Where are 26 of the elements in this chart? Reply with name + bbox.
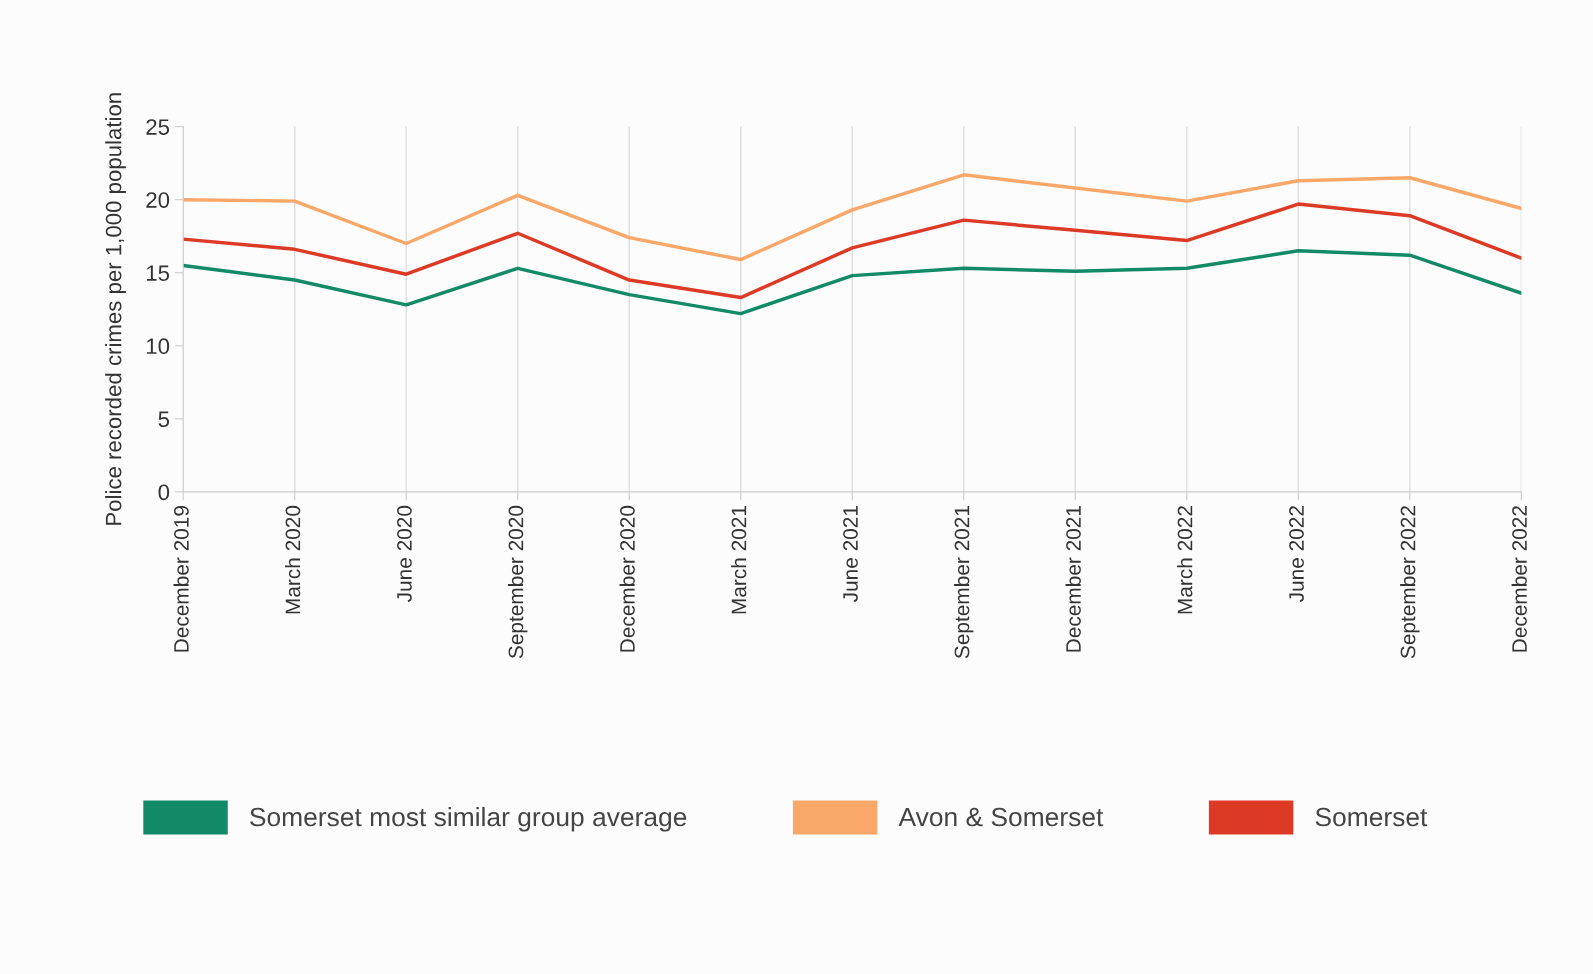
x-tick-label: June 2022 [1289, 506, 1304, 603]
y-tick-label: 0 [158, 484, 170, 501]
legend-label: Somerset most similar group average [250, 806, 687, 832]
x-tick-label: December 2020 [619, 505, 635, 652]
y-tick-label: 15 [146, 265, 170, 281]
x-tick-label: March 2020 [284, 505, 301, 614]
y-axis-title: Police recorded crimes per 1,000 population [105, 93, 126, 525]
y-tick-label: 20 [146, 192, 170, 208]
y-tick-label: 25 [146, 119, 170, 135]
legend-label: Somerset [1315, 807, 1428, 827]
x-tick-label: March 2022 [1177, 506, 1193, 614]
x-tick-label: December 2022 [1511, 506, 1527, 652]
y-tick-label: 5 [158, 411, 170, 428]
x-tick-label: June 2020 [397, 505, 412, 603]
x-tick-label: December 2019 [173, 506, 189, 652]
line-series [183, 173, 1522, 262]
line-series [183, 249, 1522, 316]
x-tick-label: September 2020 [508, 505, 528, 659]
x-tick-label: December 2021 [1065, 506, 1081, 652]
x-tick-label: September 2022 [1400, 506, 1420, 659]
y-tick-label: 10 [146, 338, 170, 355]
legend-label: Avon & Somerset [898, 807, 1104, 827]
line-series [183, 202, 1522, 300]
x-tick-label: June 2021 [843, 506, 858, 603]
x-tick-label: March 2021 [731, 506, 747, 614]
x-tick-label: September 2021 [954, 506, 974, 659]
